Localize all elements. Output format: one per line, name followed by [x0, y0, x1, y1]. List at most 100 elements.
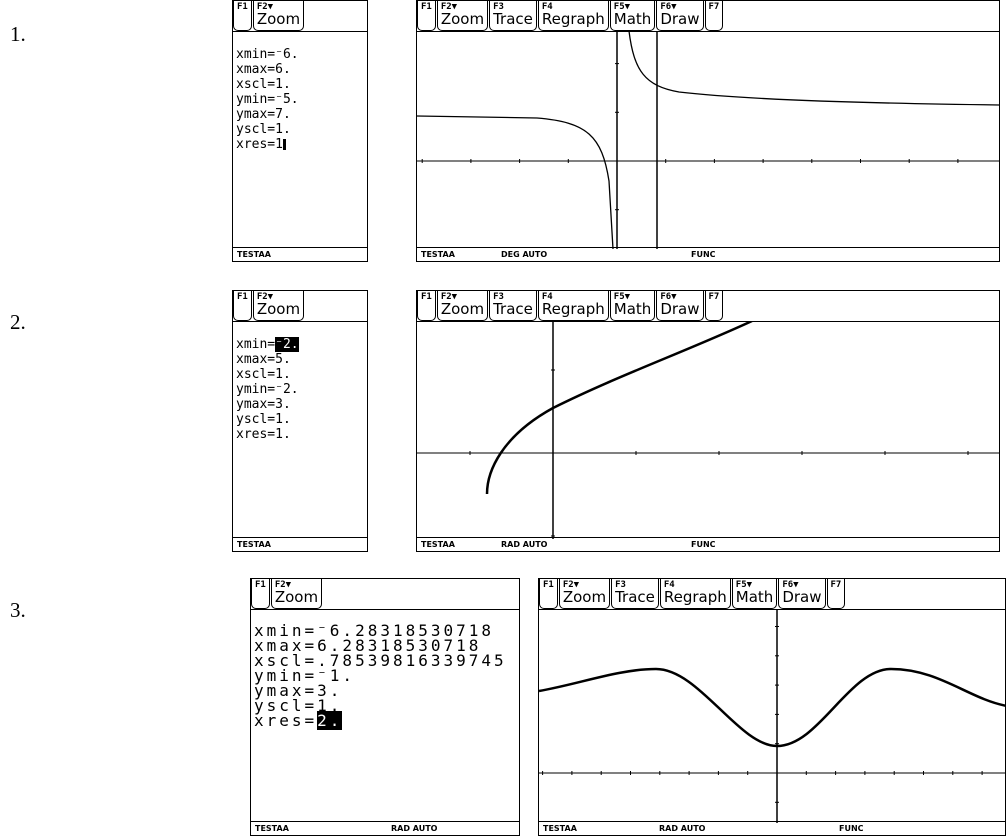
toolbar: F1 F2▼Zoom: [233, 291, 367, 322]
curve: [629, 31, 999, 105]
tab-label: Zoom: [441, 302, 484, 317]
tab-label: Trace: [493, 302, 533, 317]
tab-key: F7: [709, 293, 720, 302]
window-line: xres=1.: [236, 427, 291, 442]
cursor: [283, 139, 286, 150]
item-number: 2.: [10, 310, 26, 335]
tab-key: F7: [831, 581, 842, 590]
window-line: yscl=1.: [236, 412, 291, 427]
status-bar: TESTAA RAD AUTO: [251, 821, 519, 835]
line-highlight: 2.: [317, 711, 342, 730]
tab-label: Zoom: [257, 302, 300, 317]
status-text: FUNC: [839, 824, 864, 833]
status-text: RAD AUTO: [659, 824, 705, 833]
window-line: xscl=1.: [236, 367, 291, 382]
window-line: yscl=1.: [236, 122, 291, 137]
toolbar-tab: F2▼Zoom: [271, 579, 322, 609]
window-line: xres=2.: [254, 713, 342, 728]
status-text: TESTAA: [543, 824, 577, 833]
toolbar-tab: F1: [251, 579, 270, 609]
status-text: TESTAA: [237, 250, 271, 259]
toolbar-tab: F5▼Math: [610, 1, 656, 31]
window-line: xmin=⁻2.: [236, 337, 299, 352]
status-text: TESTAA: [237, 540, 271, 549]
tab-label: Math: [614, 12, 652, 27]
toolbar-tab: F3Trace: [489, 291, 537, 321]
tab-label: Zoom: [257, 12, 300, 27]
line-text: yscl=1.: [236, 122, 291, 137]
line-text: ymax=7.: [236, 107, 291, 122]
line-text: xmax=6.: [236, 62, 291, 77]
plot: [417, 31, 999, 249]
status-text: RAD AUTO: [391, 824, 437, 833]
toolbar-tab: F6▼Draw: [656, 1, 703, 31]
line-text: ymin=⁻2.: [236, 382, 299, 397]
item-number: 3.: [10, 598, 26, 623]
status-text: TESTAA: [421, 250, 455, 259]
line-highlight: ⁻2.: [275, 337, 298, 352]
tab-label: Zoom: [441, 12, 484, 27]
line-text: ymin=⁻5.: [236, 92, 299, 107]
status-text: TESTAA: [255, 824, 289, 833]
toolbar-tab: F1: [233, 1, 252, 31]
tab-label: Draw: [782, 590, 821, 605]
window-line: xmax=6.: [236, 62, 291, 77]
status-text: FUNC: [691, 250, 716, 259]
line-text: ymax=3.: [236, 397, 291, 412]
status-text: FUNC: [691, 540, 716, 549]
line-text: xscl=1.: [236, 77, 291, 92]
toolbar: F1F2▼ZoomF3TraceF4RegraphF5▼MathF6▼DrawF…: [417, 291, 999, 322]
tab-label: Trace: [493, 12, 533, 27]
tab-label: Math: [614, 302, 652, 317]
tab-key: F1: [421, 293, 432, 302]
toolbar-tab: F1: [417, 291, 436, 321]
toolbar-tab: F5▼Math: [732, 579, 778, 609]
toolbar-tab: F2▼Zoom: [253, 291, 304, 321]
window-screen: F1F2▼Zoomxmin=⁻6.28318530718xmax=6.28318…: [250, 578, 520, 836]
status-bar: TESTAA: [233, 247, 367, 261]
toolbar-tab: F2▼Zoom: [437, 291, 488, 321]
toolbar: F1F2▼Zoom: [233, 1, 367, 32]
line-text: xmin=⁻6.: [236, 47, 299, 62]
status-bar: TESTAA RAD AUTO FUNC: [539, 821, 1005, 835]
tab-label: Regraph: [664, 590, 727, 605]
toolbar-tab: F2▼Zoom: [437, 1, 488, 31]
window-line: xmax=5.: [236, 352, 291, 367]
status-bar: TESTAARAD AUTOFUNC: [417, 537, 999, 551]
tab-label: Draw: [660, 302, 699, 317]
toolbar-tab: F5▼Math: [610, 291, 656, 321]
toolbar-tab: F6▼Draw: [778, 579, 825, 609]
item-number: 1.: [10, 22, 26, 47]
toolbar-tab: F1: [233, 291, 252, 321]
tab-label: Zoom: [563, 590, 606, 605]
tab-label: Regraph: [542, 302, 605, 317]
window-line: ymin=⁻2.: [236, 382, 299, 397]
line-text: xres=: [254, 711, 317, 730]
curve: [539, 669, 1005, 746]
tab-key: F1: [543, 581, 554, 590]
status-text: RAD AUTO: [501, 540, 547, 549]
toolbar-tab: F2▼Zoom: [559, 579, 610, 609]
line-text: xres=1: [236, 137, 283, 152]
tab-label: Regraph: [542, 12, 605, 27]
window-line: xscl=1.: [236, 77, 291, 92]
toolbar-tab: F1: [417, 1, 436, 31]
toolbar-tab: F2▼Zoom: [253, 1, 304, 31]
graph-screen: F1F2▼ZoomF3TraceF4RegraphF5▼MathF6▼DrawF…: [416, 290, 1000, 552]
window-line: ymax=3.: [236, 397, 291, 412]
toolbar-tab: F1: [539, 579, 558, 609]
window-line: ymax=7.: [236, 107, 291, 122]
plot: [539, 609, 1005, 823]
tab-key: F1: [237, 293, 248, 302]
